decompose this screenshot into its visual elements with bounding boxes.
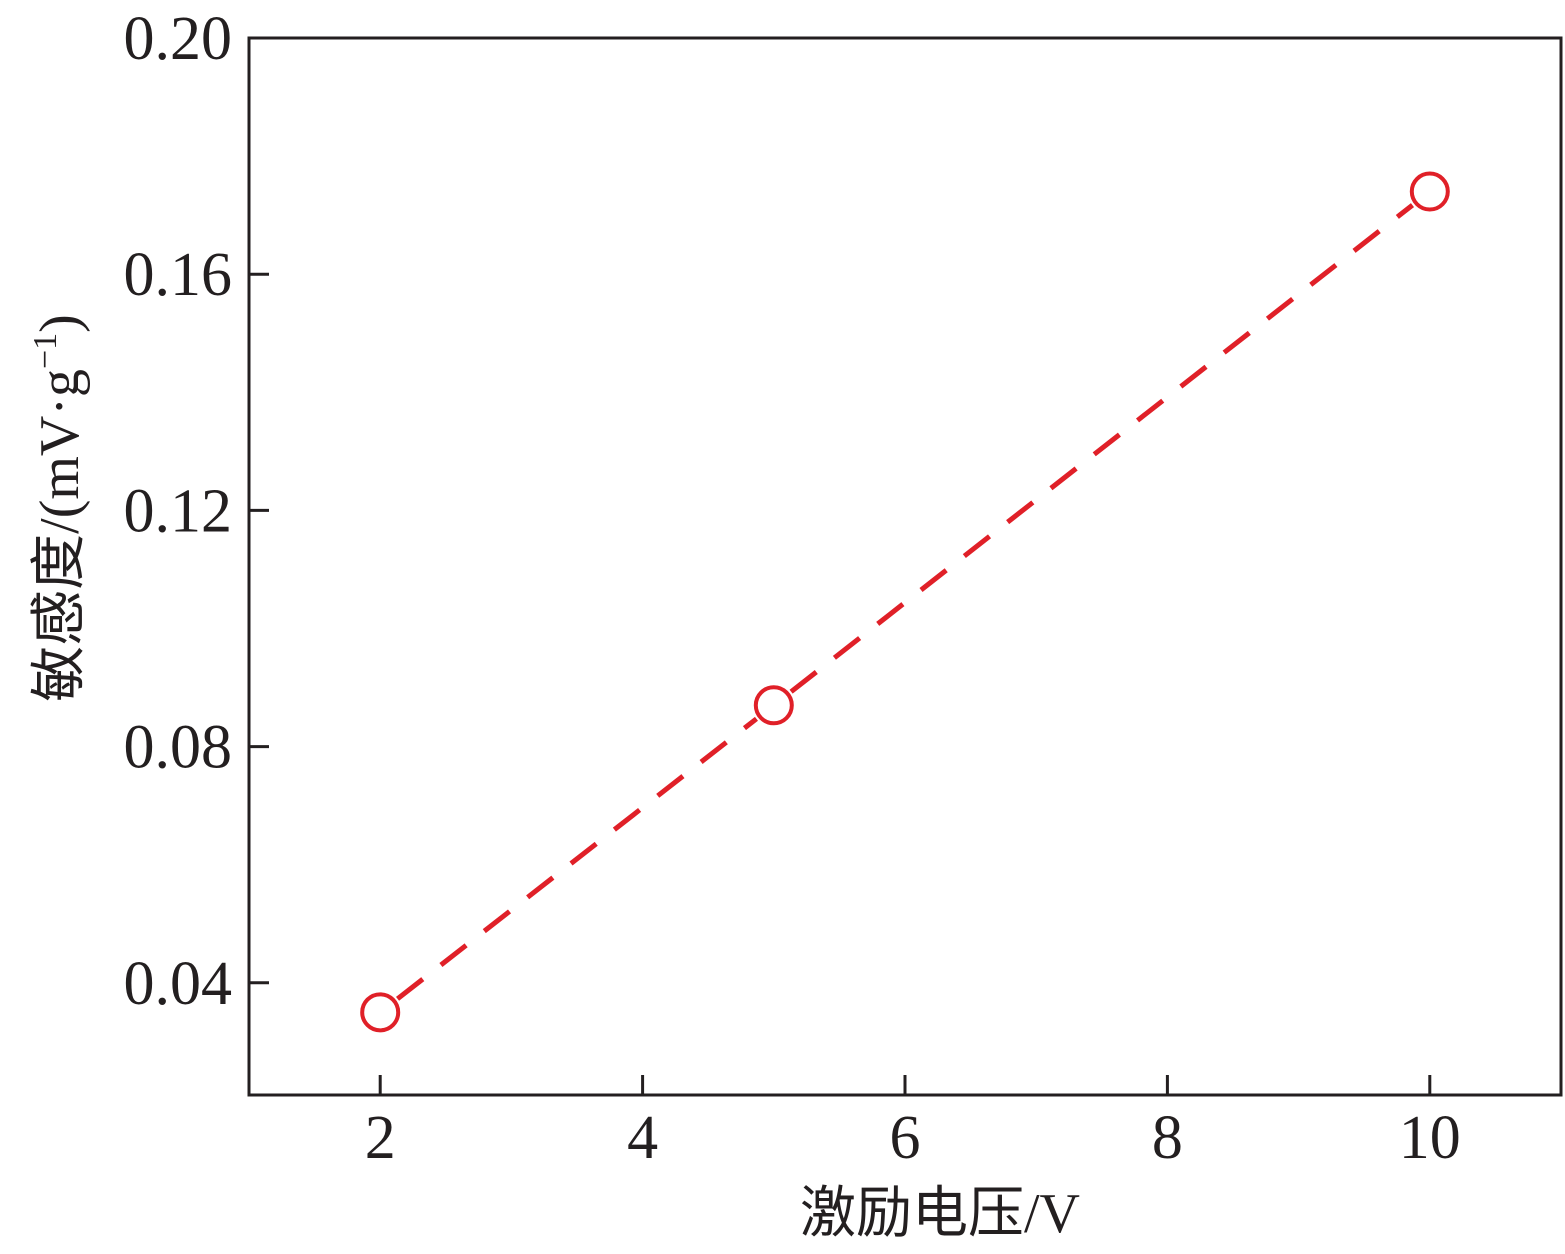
series-line-segment (789, 203, 1415, 694)
plot-frame (247, 36, 1563, 1097)
y-tick-label: 0.12 (124, 477, 233, 545)
y-axis-title: 敏感度/(mV·g−1) (27, 314, 91, 702)
x-tick-label: 4 (627, 1104, 658, 1172)
x-tick-label: 8 (1152, 1104, 1183, 1172)
y-axis-title-close: ) (29, 314, 91, 333)
series-layer (360, 171, 1450, 1033)
series-line-segment (396, 716, 758, 1001)
y-tick-label: 0.08 (124, 714, 233, 782)
y-axis-title-main: 敏感度/(mV·g (29, 369, 91, 702)
y-tick-label: 0.20 (124, 5, 233, 73)
x-tick-label: 2 (365, 1104, 396, 1172)
y-tick-label: 0.16 (124, 241, 233, 309)
x-axis-title: 激励电压/V (800, 1183, 1080, 1245)
tick-labels: 2 4 6 8 10 0.04 0.08 0.12 0.16 0.20 (124, 5, 1461, 1172)
x-tick-label: 10 (1399, 1104, 1461, 1172)
y-tick-label: 0.04 (124, 950, 233, 1018)
data-point-marker (753, 685, 794, 726)
axis-ticks (249, 36, 1432, 1095)
x-tick-label: 6 (890, 1104, 921, 1172)
y-axis-title-sup: −1 (27, 333, 64, 369)
data-point-marker (360, 992, 401, 1033)
data-point-marker (1409, 171, 1450, 212)
